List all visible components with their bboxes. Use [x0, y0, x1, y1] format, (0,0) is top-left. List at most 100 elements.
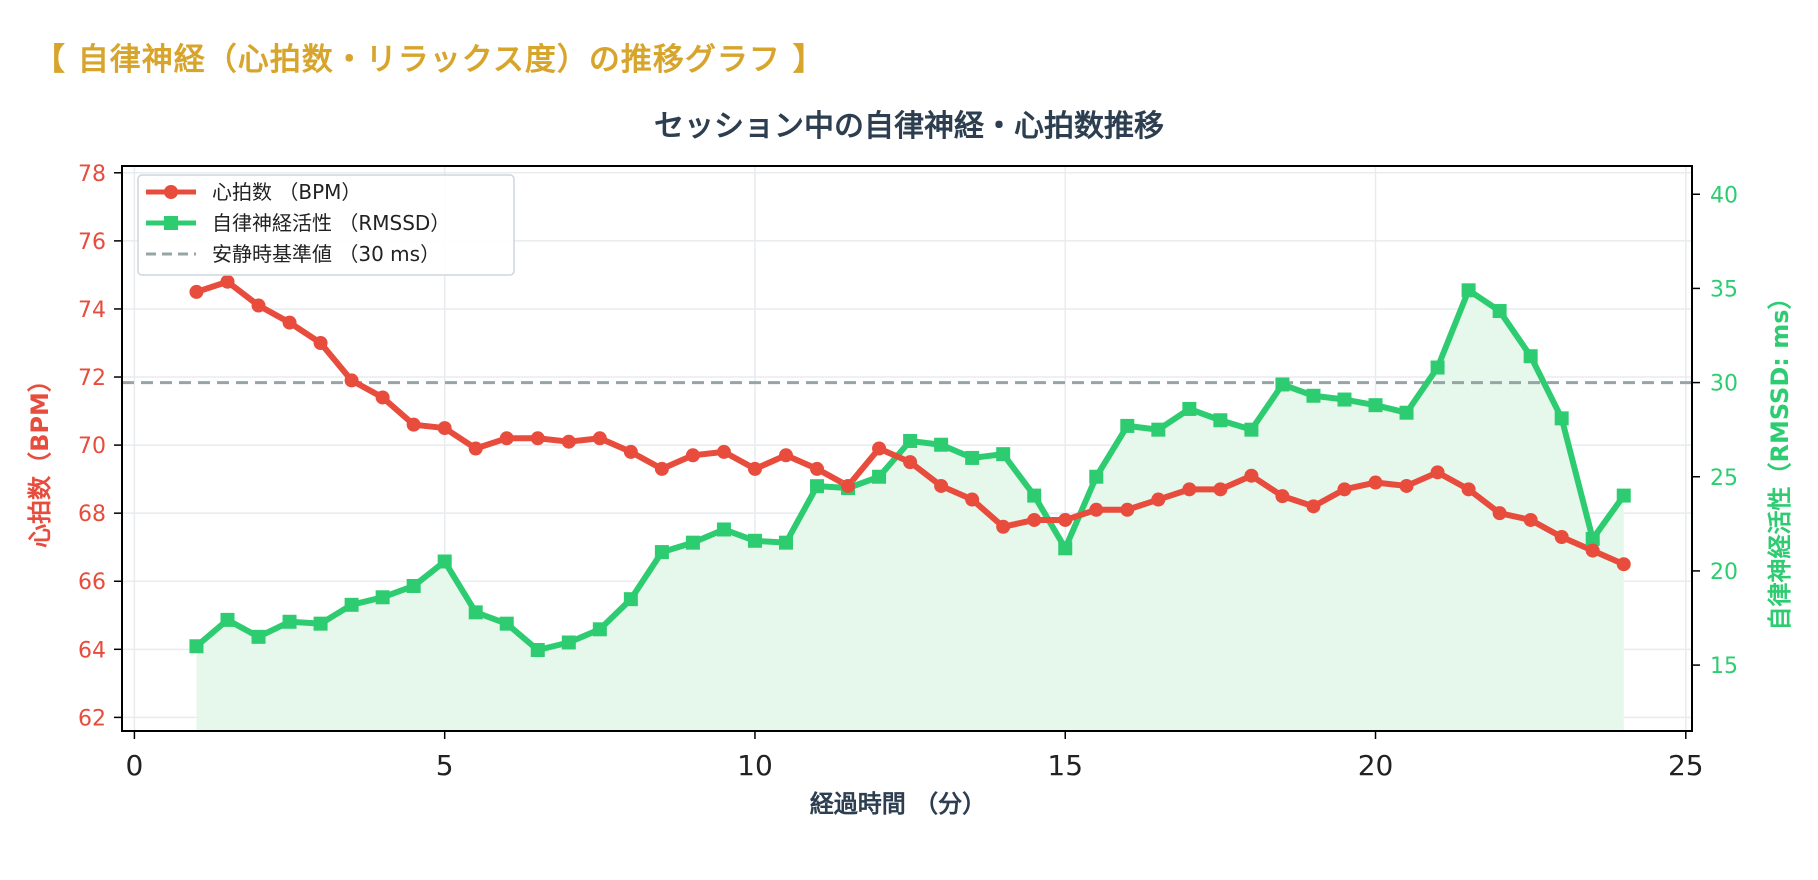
heart-rate-point: [1616, 557, 1631, 572]
rmssd-point: [1554, 411, 1569, 426]
heart-rate-point: [872, 441, 887, 456]
rmssd-point: [685, 535, 700, 550]
rmssd-point: [1151, 422, 1166, 437]
heart-rate-point: [654, 461, 669, 476]
heart-rate-point: [1368, 475, 1383, 490]
heart-rate-point: [1554, 529, 1569, 544]
rmssd-point: [810, 479, 825, 494]
rmssd-point: [996, 447, 1011, 462]
heart-rate-point: [778, 448, 793, 463]
y-right-tick-label: 35: [1710, 277, 1738, 302]
tick-layer: 0 5 10 15 20 25 62 64 66 68 70 72 74 76 78 15 20 25 30 35 40: [78, 162, 1738, 782]
chart-title: セッション中の自律神経・心拍数推移: [654, 109, 1164, 144]
heart-rate-point: [934, 478, 949, 493]
rmssd-point: [1058, 541, 1073, 556]
rmssd-point: [1182, 401, 1197, 416]
legend-label-heart-rate: 心拍数 （BPM）: [212, 180, 361, 204]
heart-rate-point: [1399, 478, 1414, 493]
x-axis-label: 経過時間 （分）: [810, 790, 986, 818]
y-right-tick-label: 30: [1710, 372, 1738, 397]
heart-rate-point: [530, 431, 545, 446]
heart-rate-point: [437, 421, 452, 436]
rmssd-point: [716, 522, 731, 537]
y-left-tick-label: 70: [78, 434, 106, 459]
rmssd-point: [251, 629, 266, 644]
heart-rate-point: [1244, 468, 1259, 483]
y-left-tick-label: 76: [78, 230, 106, 255]
rmssd-point: [530, 643, 545, 658]
heart-rate-point: [1275, 489, 1290, 504]
y-left-axis-label: 心拍数（BPM）: [26, 368, 54, 548]
heart-rate-point: [220, 274, 235, 289]
rmssd-point: [1430, 360, 1445, 375]
rmssd-point: [1585, 531, 1600, 546]
rmssd-point: [282, 614, 297, 629]
rmssd-point: [561, 635, 576, 650]
rmssd-area: [196, 290, 1624, 731]
y-right-tick-label: 25: [1710, 466, 1738, 491]
rmssd-point: [1275, 377, 1290, 392]
rmssd-point: [1368, 398, 1383, 413]
rmssd-point: [189, 639, 204, 654]
heart-rate-point: [1492, 506, 1507, 521]
heart-rate-point: [1461, 482, 1476, 497]
rmssd-point: [1461, 283, 1476, 298]
heart-rate-point: [1151, 492, 1166, 507]
x-tick-label: 20: [1358, 749, 1394, 782]
legend-box: [137, 174, 515, 276]
rmssd-point: [1337, 392, 1352, 407]
area-layer: [196, 290, 1624, 731]
heart-rate-point: [1337, 482, 1352, 497]
rmssd-point: [1523, 349, 1538, 364]
heart-rate-point: [189, 284, 204, 299]
x-tick-label: 25: [1668, 749, 1704, 782]
rmssd-point: [1399, 405, 1414, 420]
heart-rate-point: [406, 417, 421, 432]
legend-label-baseline: 安静時基準値 （30 ms）: [212, 242, 440, 266]
heart-rate-point: [499, 431, 514, 446]
y-right-tick-label: 15: [1710, 654, 1738, 679]
heart-rate-point: [747, 461, 762, 476]
y-left-tick-label: 66: [78, 570, 106, 595]
rmssd-point: [1027, 488, 1042, 503]
x-tick-label: 0: [125, 749, 143, 782]
heart-rate-point: [561, 434, 576, 449]
rmssd-point: [375, 590, 390, 605]
y-right-tick-label: 20: [1710, 560, 1738, 585]
x-tick-label: 5: [436, 749, 454, 782]
heart-rate-point: [251, 298, 266, 313]
rmssd-point: [220, 612, 235, 627]
heart-rate-point: [810, 461, 825, 476]
legend: 心拍数 （BPM） 自律神経活性 （RMSSD） 安静時基準値 （30 ms）: [137, 174, 515, 276]
rmssd-point: [313, 616, 328, 631]
y-left-tick-label: 62: [78, 706, 106, 731]
rmssd-point: [934, 437, 949, 452]
rmssd-point: [592, 622, 607, 637]
heart-rate-point: [1585, 543, 1600, 558]
heart-rate-point: [1058, 512, 1073, 527]
rmssd-point: [872, 469, 887, 484]
heart-rate-point: [1430, 465, 1445, 480]
rmssd-point: [1120, 418, 1135, 433]
x-tick-label: 10: [737, 749, 773, 782]
y-right-tick-label: 40: [1710, 183, 1738, 208]
rmssd-point: [965, 450, 980, 465]
heart-rate-point: [282, 315, 297, 330]
y-left-tick-label: 64: [78, 638, 106, 663]
heart-rate-point: [965, 492, 980, 507]
heart-rate-point: [903, 455, 918, 470]
plot-frame: [121, 165, 1693, 732]
rmssd-point: [1306, 388, 1321, 403]
heart-rate-point: [1306, 499, 1321, 514]
rmssd-point: [1244, 422, 1259, 437]
heart-rate-point: [1182, 482, 1197, 497]
heart-rate-point: [468, 441, 483, 456]
rmssd-point: [1089, 469, 1104, 484]
y-left-tick-label: 78: [78, 162, 106, 187]
heart-rate-point: [1213, 482, 1228, 497]
rmssd-point: [437, 554, 452, 569]
rmssd-point: [903, 433, 918, 448]
heart-rate-point: [685, 448, 700, 463]
heart-rate-point: [1089, 502, 1104, 517]
